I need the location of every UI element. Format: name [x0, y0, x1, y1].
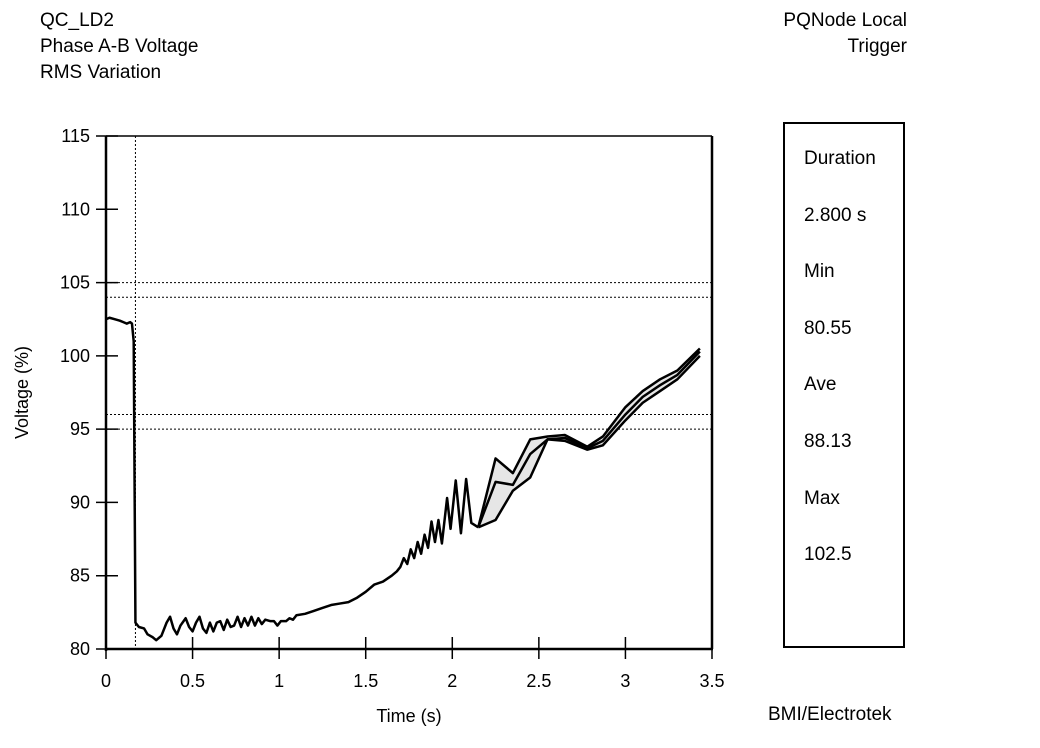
x-tick-label: 2	[447, 671, 457, 691]
stat-label: Ave	[804, 374, 837, 395]
y-tick-label: 110	[61, 199, 90, 219]
stat-value: 80.55	[804, 318, 852, 339]
y-tick-label: 85	[70, 566, 90, 586]
stat-value: 102.5	[804, 544, 852, 565]
header-line: PQNode Local	[783, 10, 907, 31]
x-tick-label: 1	[274, 671, 284, 691]
stat-label: Min	[804, 261, 835, 282]
credit-text: BMI/Electrotek	[768, 704, 892, 725]
series-ave	[477, 350, 701, 528]
stats-box: Duration 2.800 s Min 80.55 Ave 88.13 Max…	[783, 122, 905, 648]
x-tick-label: 0	[101, 671, 111, 691]
header-left: QC_LD2 Phase A-B Voltage RMS Variation	[40, 8, 198, 86]
header-line: Phase A-B Voltage	[40, 36, 199, 57]
x-tick-label: 3.5	[699, 671, 724, 691]
series-min	[477, 354, 701, 529]
y-tick-label: 80	[70, 639, 90, 659]
header-right: PQNode Local Trigger	[783, 8, 907, 60]
x-tick-label: 1.5	[353, 671, 378, 691]
x-tick-label: 3	[620, 671, 630, 691]
stat-value: 88.13	[804, 431, 852, 452]
header-line: QC_LD2	[40, 10, 114, 31]
stat-label: Duration	[804, 148, 876, 169]
y-tick-label: 90	[70, 492, 90, 512]
x-tick-label: 0.5	[180, 671, 205, 691]
x-tick-label: 2.5	[526, 671, 551, 691]
y-axis-label: Voltage (%)	[12, 346, 32, 439]
stat-label: Max	[804, 488, 840, 509]
y-tick-label: 100	[60, 346, 90, 366]
series-max	[477, 347, 701, 528]
x-axis-label: Time (s)	[376, 706, 441, 726]
y-tick-label: 95	[70, 419, 90, 439]
header-line: Trigger	[847, 36, 907, 57]
stat-value: 2.800 s	[804, 205, 867, 226]
header-line: RMS Variation	[40, 62, 162, 83]
y-tick-label: 105	[60, 273, 90, 293]
series-rms	[105, 316, 479, 642]
y-tick-label: 115	[61, 126, 90, 146]
min-max-band	[478, 348, 700, 528]
